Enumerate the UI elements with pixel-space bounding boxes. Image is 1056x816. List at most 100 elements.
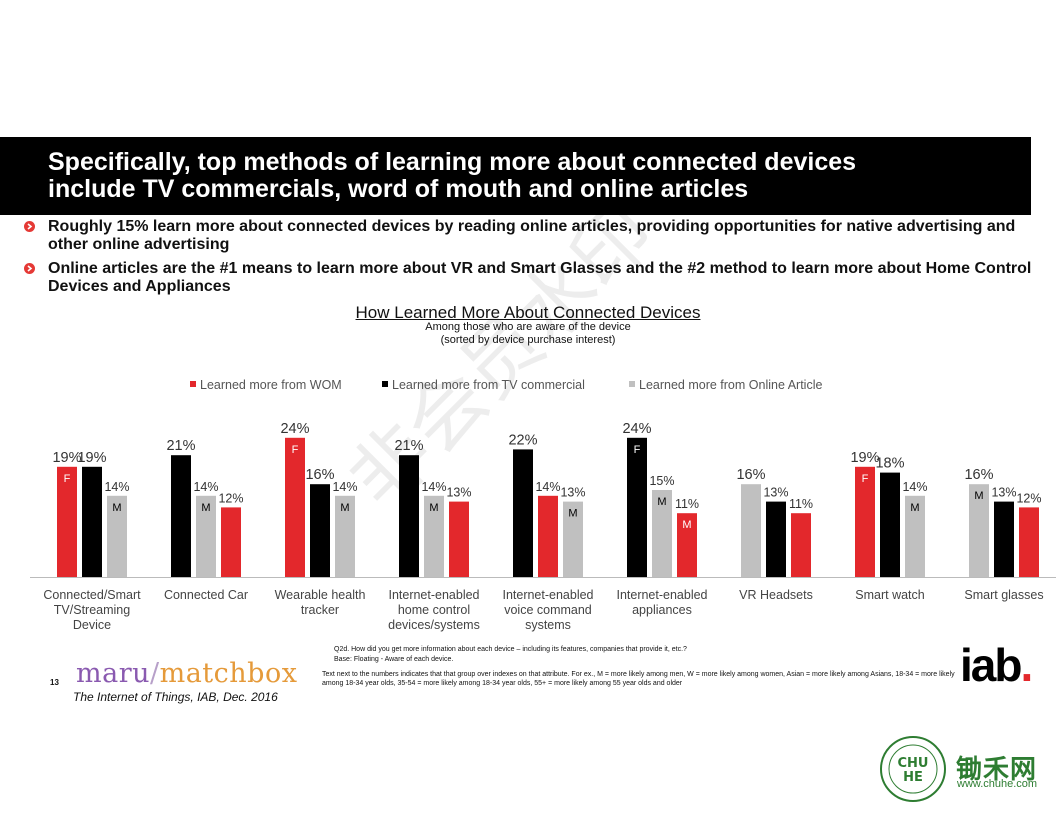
category-label: Connected/Smart TV/Streaming Device (43, 588, 141, 632)
iab-logo-dot: . (1020, 639, 1033, 691)
bar-tv (994, 501, 1014, 577)
legend-label: Learned more from Online Article (639, 378, 822, 392)
legend-label: Learned more from TV commercial (392, 378, 585, 392)
bar-tv (82, 466, 102, 577)
bullet-list: Roughly 15% learn more about connected d… (22, 218, 1032, 302)
data-label: 13% (560, 486, 585, 500)
bar-chart: Learned more from WOM Learned more from T… (30, 378, 1056, 632)
data-label: 14% (535, 480, 560, 494)
chevron-right-icon (24, 221, 35, 232)
bar-tv (880, 472, 900, 577)
bar-wom (855, 466, 875, 577)
category-label: Smart watch (855, 588, 925, 602)
iab-logo-text: iab (960, 639, 1022, 691)
data-label: 14% (104, 480, 129, 494)
data-label: 18% (875, 456, 904, 472)
legend-swatch (190, 381, 196, 387)
bar-online (741, 484, 761, 577)
bullet-item-1: Roughly 15% learn more about connected d… (22, 218, 1032, 254)
category-label: Connected Car (164, 588, 248, 602)
page-title-line1: Specifically, top methods of learning mo… (48, 148, 857, 176)
bar-tv (310, 484, 330, 577)
data-label: 16% (736, 467, 765, 483)
page-number: 13 (50, 678, 59, 687)
bar-tv (766, 501, 786, 577)
chuhe-brand-text: 锄禾网 (956, 754, 1038, 784)
bar-wom (677, 513, 697, 577)
category-label: Internet-enabled appliances (616, 588, 707, 617)
chuhe-url-text: www.chuhe.com (957, 778, 1038, 790)
page-title-line2: include TV commercials, word of mouth an… (48, 175, 749, 203)
bullet-text-1: Roughly 15% learn more about connected d… (48, 218, 1016, 253)
data-label: 19% (77, 450, 106, 466)
bar-online (107, 495, 127, 577)
category-label: VR Headsets (739, 588, 813, 602)
data-label: 13% (446, 486, 471, 500)
flag-label: M (657, 496, 666, 508)
bar-tv (399, 455, 419, 577)
flag-label: M (201, 502, 210, 514)
maru-text: maru (76, 658, 150, 689)
bar-wom (791, 513, 811, 577)
maru-slash: / (150, 658, 160, 689)
data-label: 15% (649, 474, 674, 488)
data-label: 24% (622, 421, 651, 437)
chart-subtitle-1: Among those who are aware of the device (425, 321, 631, 333)
bar-wom (449, 501, 469, 577)
data-label: 19% (52, 450, 81, 466)
footnote-base: Base: Floating - Aware of each device. (334, 656, 454, 663)
bar-online (335, 495, 355, 577)
data-label: 22% (508, 432, 537, 448)
bar-tv (171, 455, 191, 577)
flag-label: M (682, 519, 691, 531)
bar-online (424, 495, 444, 577)
chart-subtitle-2: (sorted by device purchase interest) (440, 334, 616, 346)
category-label: Wearable health tracker (275, 588, 366, 617)
data-label: 12% (218, 491, 243, 505)
data-label: 14% (193, 480, 218, 494)
data-label: 16% (305, 467, 334, 483)
data-label: 13% (991, 486, 1016, 500)
bar-wom (538, 495, 558, 577)
flag-label: M (910, 502, 919, 514)
data-label: 11% (675, 497, 699, 511)
bar-wom (57, 466, 77, 577)
iab-logo: iab. (960, 639, 1033, 691)
flag-label: M (429, 502, 438, 514)
data-label: 16% (964, 467, 993, 483)
bar-online (969, 484, 989, 577)
data-label: 13% (763, 486, 788, 500)
legend-label: Learned more from WOM (200, 378, 342, 392)
data-label: 14% (332, 480, 357, 494)
flag-label: M (112, 502, 121, 514)
bar-online (563, 501, 583, 577)
title-bar: Specifically, top methods of learning mo… (0, 137, 1031, 215)
bullet-text-2: Online articles are the #1 means to lear… (48, 260, 1032, 295)
legend-swatch (629, 381, 635, 387)
svg-text:HE: HE (903, 770, 923, 785)
data-label: 21% (394, 438, 423, 454)
page-title: Specifically, top methods of learning mo… (48, 149, 1023, 203)
bar-online (652, 490, 672, 577)
bar-wom (221, 507, 241, 577)
flag-label: F (634, 444, 641, 456)
bullet-item-2: Online articles are the #1 means to lear… (22, 260, 1032, 296)
bar-wom (1019, 507, 1039, 577)
data-label: 12% (1016, 491, 1041, 505)
flag-label: M (568, 508, 577, 520)
data-label: 14% (902, 480, 927, 494)
bar-online (905, 495, 925, 577)
flag-label: F (292, 444, 299, 456)
bar-tv (513, 449, 533, 577)
bar-tv (627, 437, 647, 577)
data-label: 19% (850, 450, 879, 466)
chuhe-seal-icon: CHU HE (880, 736, 946, 802)
category-label: Internet-enabled voice command systems (502, 588, 593, 632)
flag-label: F (64, 473, 71, 485)
data-label: 14% (421, 480, 446, 494)
legend-swatch (382, 381, 388, 387)
chevron-right-icon (24, 263, 35, 274)
category-label: Internet-enabled home control devices/syst… (388, 588, 480, 632)
flag-label: M (974, 490, 983, 502)
footnote-question: Q2d. How did you get more information ab… (334, 646, 687, 653)
